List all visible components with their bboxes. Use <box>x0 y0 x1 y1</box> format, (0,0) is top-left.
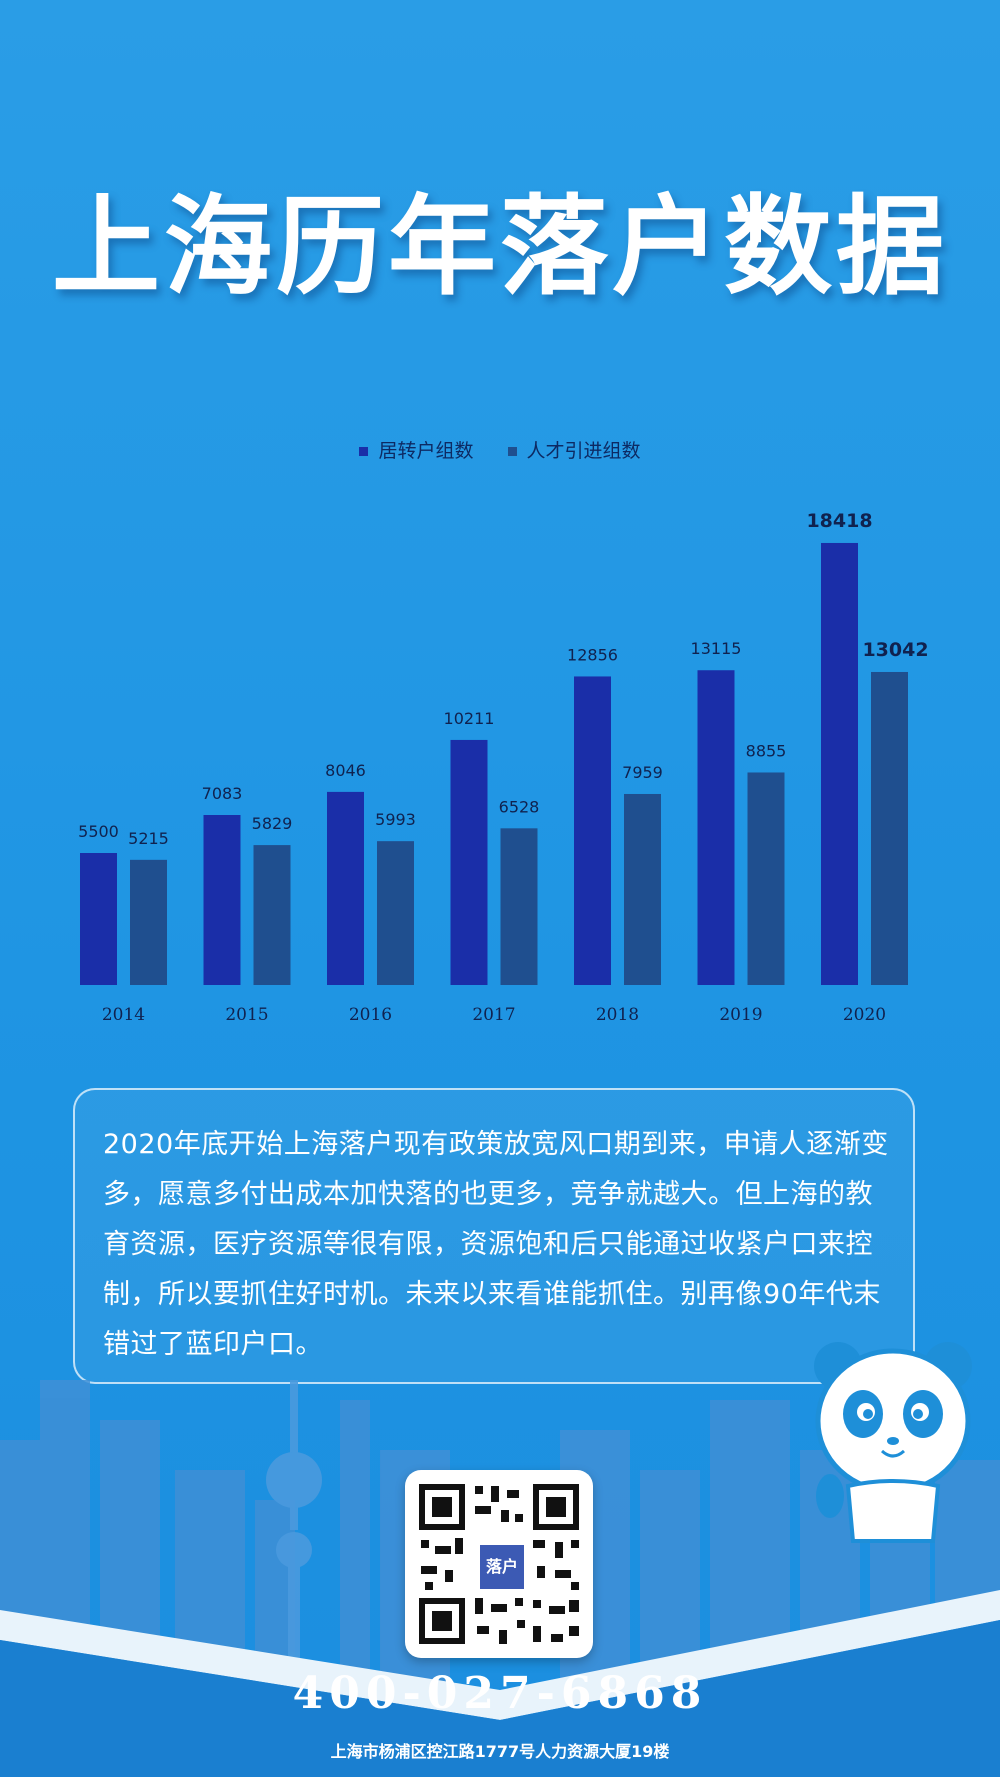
bar-2017-series1 <box>450 739 488 985</box>
data-label-2018-series2: 7959 <box>622 763 663 782</box>
bar-2019-series2 <box>747 772 785 985</box>
data-label-2015-series2: 5829 <box>252 814 293 833</box>
address-text: 上海市杨浦区控江路1777号人力资源大厦19楼 <box>330 1742 670 1761</box>
data-label-2017-series2: 6528 <box>499 797 540 816</box>
phone-number[interactable]: 400-027-6868 <box>292 1668 708 1719</box>
x-tick-label-2020: 2020 <box>843 1005 886 1025</box>
qr-logo-badge: 落户 <box>477 1542 527 1592</box>
bar-2020-series2 <box>871 671 908 985</box>
description-panel: 2020年底开始上海落户现有政策放宽风口期到来，申请人逐渐变多，愿意多付出成本加… <box>73 1088 915 1384</box>
legend-label-series2: 人才引进组数 <box>526 440 641 462</box>
data-label-2014-series2: 5215 <box>128 829 169 848</box>
bar-chart: 5500 5215 2014 7083 5829 2015 8046 5993 2016 1021… <box>78 510 928 1025</box>
data-label-2020-series1: 18418 <box>806 510 872 532</box>
legend-swatch-series2 <box>507 447 517 456</box>
qr-code[interactable]: 落户 <box>405 1470 593 1658</box>
panda-mascot-illustration <box>814 1342 972 1543</box>
x-tick-label-2014: 2014 <box>102 1005 145 1025</box>
legend-label-series1: 居转户组数 <box>378 440 474 462</box>
bar-2016-series1 <box>327 791 364 985</box>
bar-2020-series1 <box>821 542 858 985</box>
x-tick-label-2017: 2017 <box>472 1005 515 1025</box>
data-label-2014-series1: 5500 <box>78 822 119 841</box>
page-title: 上海历年落户数据 <box>51 185 948 310</box>
city-skyline-illustration <box>0 1380 1000 1777</box>
x-tick-label-2015: 2015 <box>225 1005 268 1025</box>
legend-item-series2: 人才引进组数 <box>507 436 641 463</box>
data-label-2015-series1: 7083 <box>202 784 243 803</box>
legend-item-series1: 居转户组数 <box>359 436 473 463</box>
bar-2015-series2 <box>253 845 291 985</box>
bar-2019-series1 <box>697 670 735 985</box>
bar-2014-series2 <box>130 859 167 985</box>
bar-2018-series1 <box>574 676 611 985</box>
data-label-2017-series1: 10211 <box>444 709 495 728</box>
data-label-2016-series2: 5993 <box>375 810 416 829</box>
data-label-2020-series2: 13042 <box>862 639 928 661</box>
x-tick-label-2016: 2016 <box>349 1005 392 1025</box>
data-label-2019-series1: 13115 <box>691 639 742 658</box>
data-label-2019-series2: 8855 <box>746 741 787 760</box>
bar-2016-series2 <box>377 841 414 985</box>
data-label-2016-series1: 8046 <box>325 761 366 780</box>
legend-swatch-series1 <box>359 447 369 456</box>
x-tick-label-2018: 2018 <box>596 1005 639 1025</box>
x-tick-label-2019: 2019 <box>719 1005 762 1025</box>
description-text: 2020年底开始上海落户现有政策放宽风口期到来，申请人逐渐变多，愿意多付出成本加… <box>103 1129 889 1360</box>
bar-2017-series2 <box>500 828 538 985</box>
bar-2014-series1 <box>80 853 117 985</box>
bar-2015-series1 <box>203 815 241 985</box>
qr-code-pattern <box>419 1484 579 1644</box>
data-label-2018-series1: 12856 <box>567 645 618 664</box>
bar-2018-series2 <box>624 793 661 985</box>
chart-legend: 居转户组数 人才引进组数 <box>0 436 1000 463</box>
